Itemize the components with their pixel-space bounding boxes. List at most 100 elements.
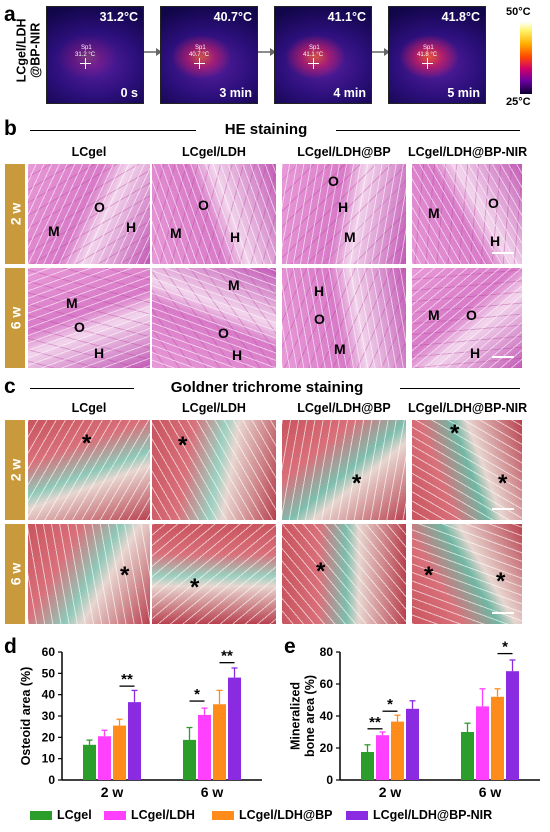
thermal-temperature: 41.8°C: [441, 10, 480, 24]
column-header: LCgel/LDH@BP-NIR: [408, 401, 528, 415]
column-header: LCgel/LDH@BP-NIR: [408, 145, 528, 159]
row-tag-week: 2 w: [5, 420, 25, 520]
asterisk-marker: *: [178, 432, 188, 459]
bar: [391, 721, 404, 780]
column-header: LCgel: [71, 145, 107, 159]
legend-swatch: [346, 810, 368, 820]
y-tick-label: 80: [320, 645, 334, 659]
tissue-label-m: M: [66, 295, 78, 311]
asterisk-marker: *: [316, 558, 326, 585]
legend-item: LCgel/LDH: [104, 808, 195, 822]
tissue-label-o: O: [466, 307, 477, 323]
colorbar-min-label: 25°C: [506, 96, 531, 108]
y-tick-label: 20: [320, 741, 334, 755]
tissue-label-m: M: [428, 307, 440, 323]
y-tick-label: 60: [320, 677, 334, 691]
row-tag-week: 6 w: [5, 524, 25, 624]
tissue-label-h: H: [94, 345, 105, 361]
tissue-label-h: H: [126, 219, 137, 235]
tissue-label-m: M: [228, 277, 240, 293]
panel-label-b: b: [4, 117, 17, 140]
goldner-micrograph: *: [282, 420, 406, 520]
thermal-temperature: 40.7°C: [213, 10, 252, 24]
thermal-frame: 40.7°C 3 min Sp1 40.7 °C: [160, 6, 258, 104]
y-tick-label: 50: [42, 666, 56, 680]
spot-value: 41.8 °C: [417, 52, 438, 58]
legend-item: LCgel: [30, 808, 92, 822]
bar: [376, 735, 389, 780]
bar: [476, 706, 489, 780]
y-axis-label: Mineralizedbone area (%): [289, 675, 317, 757]
y-tick-label: 20: [42, 730, 56, 744]
tissue-label-m: M: [428, 205, 440, 221]
row-tag-week: 2 w: [5, 164, 25, 264]
asterisk-marker: *: [190, 574, 200, 601]
tissue-label-o: O: [94, 199, 105, 215]
bar: [406, 708, 419, 780]
tissue-label-o: O: [328, 173, 339, 189]
y-axis-label-line: Mineralized: [289, 682, 303, 750]
asterisk-marker: *: [424, 562, 434, 589]
spot-label: Sp1: [423, 45, 434, 51]
colorbar-max-label: 50°C: [506, 6, 531, 18]
tissue-label-h: H: [232, 347, 243, 363]
panel-label-c: c: [4, 375, 16, 398]
significance-label: **: [369, 714, 381, 731]
crosshair-icon: [80, 58, 91, 69]
he-staining-title: HE staining: [224, 121, 308, 138]
tissue-label-o: O: [218, 325, 229, 341]
spot-value: 41.1 °C: [303, 52, 324, 58]
row-tag-label: 6 w: [7, 562, 24, 586]
row-label-line1: LCgel/LDH: [14, 18, 29, 83]
scale-bar: [492, 356, 514, 358]
goldner-micrograph: * *: [412, 524, 522, 624]
x-category-label: 6 w: [479, 784, 502, 800]
legend-swatch: [212, 810, 234, 820]
bar: [128, 702, 141, 780]
goldner-title-line-left: [30, 388, 134, 389]
tissue-label-m: M: [334, 341, 346, 357]
tissue-label-m: M: [170, 225, 182, 241]
spot-value: 31.2 °C: [75, 52, 96, 58]
row-tag-label: 2 w: [7, 202, 24, 226]
legend-label: LCgel/LDH@BP-NIR: [373, 808, 493, 822]
tissue-label-h: H: [230, 229, 241, 245]
thermal-colorbar: [520, 22, 532, 94]
legend-label: LCgel: [57, 808, 92, 822]
bar: [461, 732, 474, 780]
scale-bar: [492, 508, 514, 510]
tissue-label-h: H: [338, 199, 349, 215]
y-tick-label: 0: [326, 773, 333, 787]
x-category-label: 2 w: [379, 784, 402, 800]
tissue-label-m: M: [344, 229, 356, 245]
tissue-label-o: O: [198, 197, 209, 213]
thermal-temperature: 31.2°C: [99, 10, 138, 24]
tissue-label-h: H: [470, 345, 481, 361]
asterisk-marker: *: [120, 562, 130, 589]
asterisk-marker: *: [496, 568, 506, 595]
row-tag-week: 6 w: [5, 268, 25, 368]
y-tick-label: 60: [42, 645, 56, 659]
arrow-right-icon: [144, 44, 162, 56]
mineralized-bone-chart: 0 20 40 60 80 Mineralizedbone area (%) 2 w 6 w *…: [289, 640, 540, 800]
asterisk-marker: *: [352, 470, 362, 497]
y-tick-label: 40: [320, 709, 334, 723]
tissue-label-o: O: [488, 195, 499, 211]
bar: [183, 739, 196, 780]
goldner-micrograph: * *: [412, 420, 522, 520]
row-label-line2: @BP-NIR: [29, 22, 43, 78]
tissue-label-o: O: [314, 311, 325, 327]
bar: [228, 677, 241, 780]
significance-label: *: [194, 686, 200, 703]
spot-value: 40.7 °C: [189, 52, 210, 58]
thermal-time: 0 s: [120, 86, 138, 100]
thermal-frame: 41.1°C 4 min Sp1 41.1 °C: [274, 6, 372, 104]
column-header: LCgel: [71, 401, 107, 415]
arrow-right-icon: [258, 44, 276, 56]
